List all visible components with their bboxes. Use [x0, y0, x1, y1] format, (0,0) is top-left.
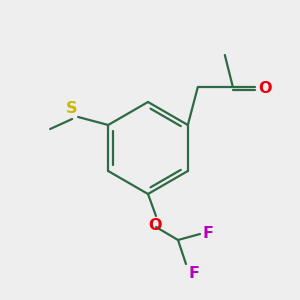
- Text: O: O: [148, 218, 162, 233]
- Text: F: F: [202, 226, 213, 241]
- Text: S: S: [66, 101, 77, 116]
- Text: O: O: [258, 81, 271, 96]
- Text: F: F: [188, 266, 199, 281]
